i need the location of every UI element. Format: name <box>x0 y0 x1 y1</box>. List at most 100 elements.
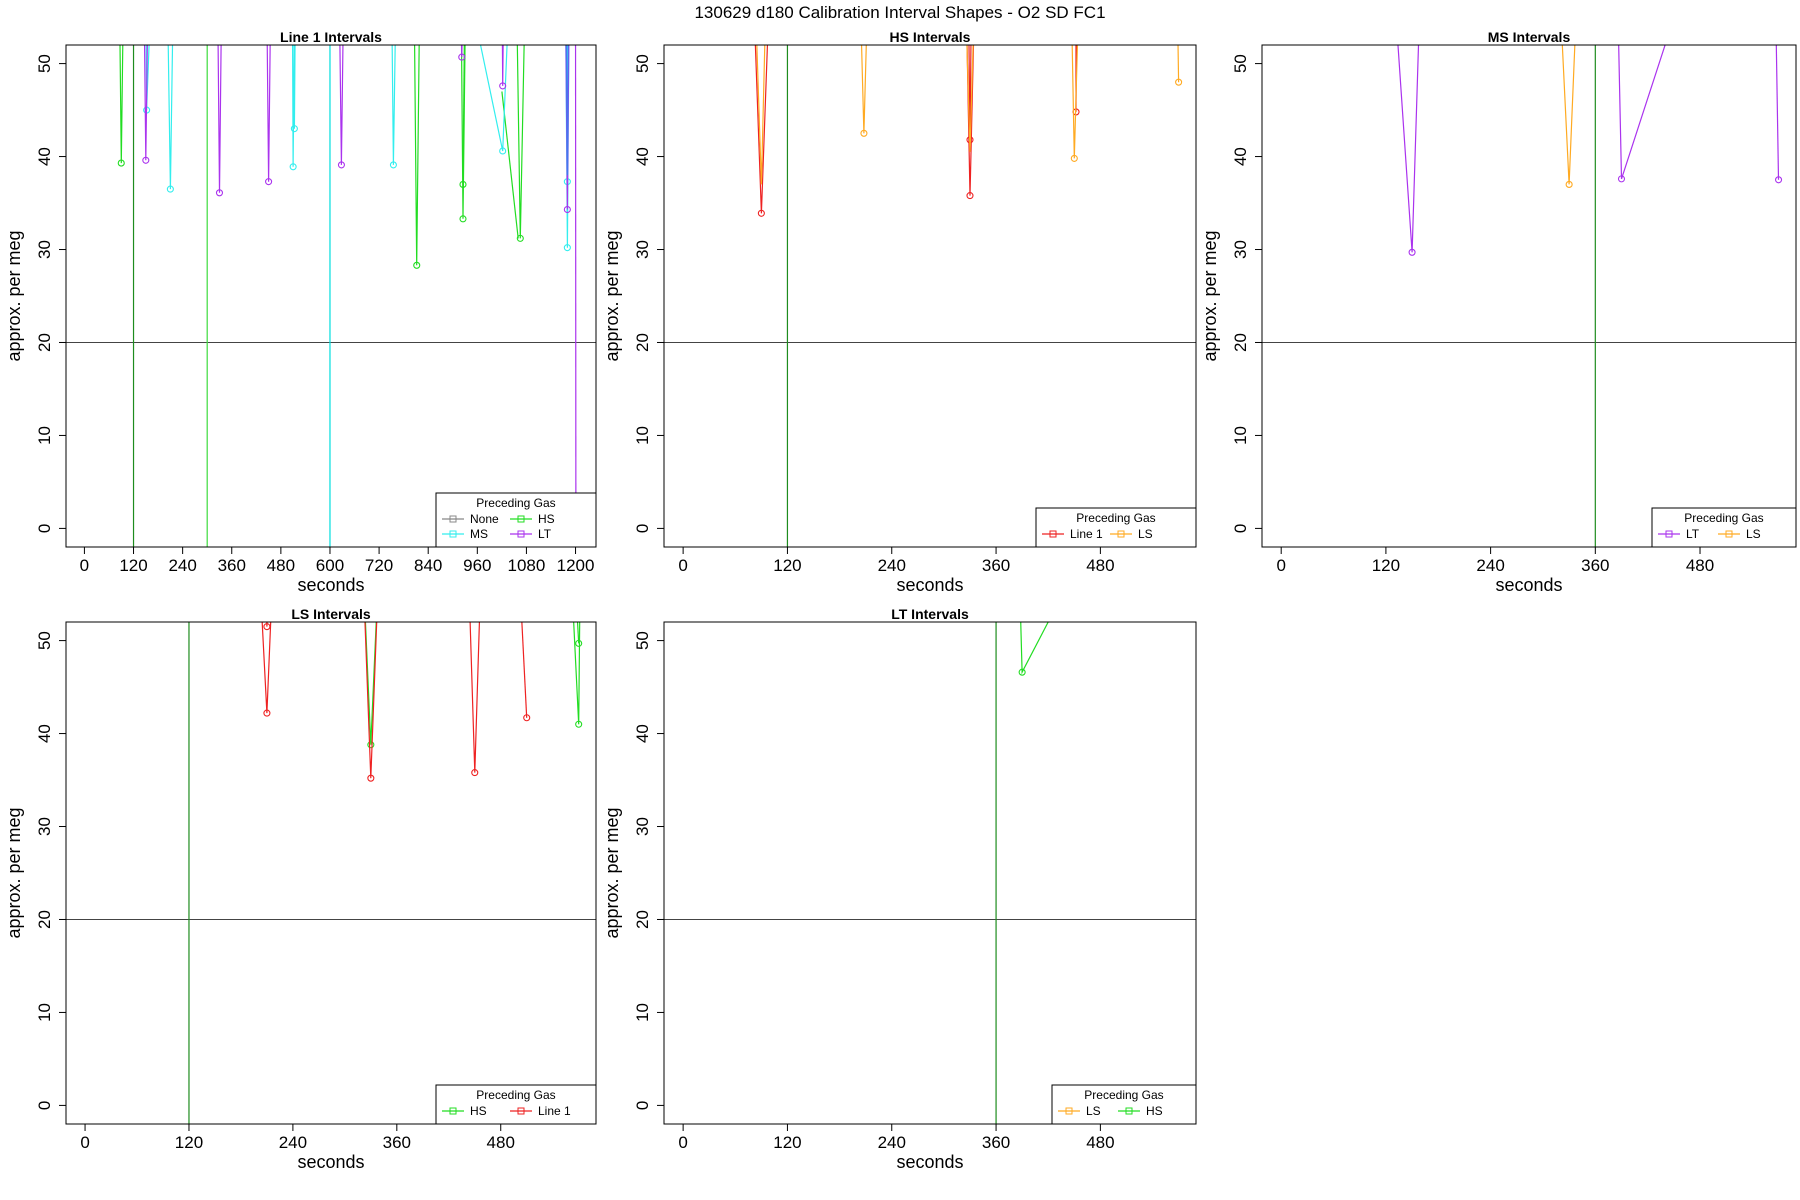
y-tick-label: 30 <box>633 240 652 259</box>
y-tick-label: 40 <box>633 147 652 166</box>
y-tick-label: 10 <box>1231 426 1250 445</box>
y-tick-label: 50 <box>633 54 652 73</box>
data-point <box>1175 78 1183 86</box>
x-tick-label: 0 <box>80 556 89 575</box>
series-lt <box>142 45 577 547</box>
data-point <box>265 178 273 186</box>
data-point <box>1070 154 1078 162</box>
data-point <box>117 159 125 167</box>
legend-box <box>435 1084 597 1125</box>
x-tick-label: 0 <box>80 1133 89 1152</box>
series-line <box>339 45 344 165</box>
data-point <box>389 161 397 169</box>
x-axis-label: seconds <box>896 1152 963 1172</box>
x-tick-label: 840 <box>414 556 442 575</box>
data-point <box>1565 180 1573 188</box>
legend-entry-label: LS <box>1086 1104 1101 1118</box>
plot-frame <box>1261 44 1797 548</box>
plot-area <box>664 45 1196 547</box>
data-point <box>263 709 271 717</box>
data-point <box>290 125 298 133</box>
series-line <box>261 622 272 714</box>
plot-area <box>66 0 596 547</box>
legend: Preceding Gas LS HS <box>1051 1084 1197 1125</box>
figure-title: 130629 d180 Calibration Interval Shapes … <box>694 3 1105 22</box>
series-line <box>1397 45 1420 253</box>
y-tick-label: 10 <box>633 426 652 445</box>
x-tick-label: 240 <box>878 1133 906 1152</box>
legend: Preceding Gas LT LS <box>1651 507 1797 548</box>
y-tick-label: 30 <box>35 817 54 836</box>
data-point <box>499 82 507 90</box>
x-tick-label: 360 <box>218 556 246 575</box>
y-tick-label: 0 <box>1231 524 1250 533</box>
series-line <box>966 45 974 152</box>
legend-swatch-marker <box>517 530 525 538</box>
legend-swatch-marker <box>1725 530 1733 538</box>
legend-box <box>1035 507 1197 548</box>
legend-entry-label: LT <box>1686 527 1700 541</box>
y-tick-label: 30 <box>1231 240 1250 259</box>
series-hs <box>117 0 525 269</box>
y-axis-label: approx. per meg <box>602 807 622 938</box>
legend-entry-label: None <box>470 512 499 526</box>
data-point <box>367 741 375 749</box>
plot-area <box>1262 45 1796 547</box>
y-tick-label: 30 <box>35 240 54 259</box>
data-point <box>263 623 271 631</box>
plot-frame <box>663 44 1197 548</box>
plot-area <box>66 622 596 1124</box>
data-point <box>458 53 466 61</box>
y-tick-label: 50 <box>35 54 54 73</box>
y-axis-label: approx. per meg <box>4 230 24 361</box>
series-line <box>521 622 528 718</box>
legend: Preceding Gas Line 1 LS <box>1035 507 1197 548</box>
series-line <box>133 0 135 17</box>
legend-entry-label: MS <box>470 527 488 541</box>
data-point <box>413 261 421 269</box>
x-tick-label: 240 <box>168 556 196 575</box>
y-tick-label: 20 <box>633 333 652 352</box>
data-point <box>757 209 765 217</box>
y-tick-label: 0 <box>633 1101 652 1110</box>
data-point <box>367 774 375 782</box>
series-line <box>143 45 148 161</box>
legend-swatch-marker <box>517 515 525 523</box>
x-tick-label: 0 <box>678 1133 687 1152</box>
panel-title: HS Intervals <box>890 29 971 45</box>
data-point <box>575 720 583 728</box>
legend-box <box>1051 1084 1197 1125</box>
data-point <box>1774 176 1783 184</box>
legend-title: Preceding Gas <box>476 496 555 510</box>
legend-title: Preceding Gas <box>476 1088 555 1102</box>
series-unlabeled <box>565 45 569 176</box>
data-point <box>860 129 868 137</box>
legend-swatch-marker <box>517 1107 525 1115</box>
series-line <box>460 45 463 58</box>
legend-entry-label: LT <box>538 527 552 541</box>
y-tick-label: 20 <box>35 910 54 929</box>
y-tick-label: 40 <box>633 724 652 743</box>
panel-title: MS Intervals <box>1488 29 1571 45</box>
x-tick-label: 120 <box>773 556 801 575</box>
x-tick-label: 600 <box>316 556 344 575</box>
series-line <box>364 622 377 745</box>
x-tick-label: 960 <box>463 556 491 575</box>
data-point <box>563 205 571 214</box>
x-axis-label: seconds <box>297 1152 364 1172</box>
x-axis-label: seconds <box>1495 575 1562 595</box>
x-tick-label: 240 <box>878 556 906 575</box>
legend-entry-label: Line 1 <box>538 1104 571 1118</box>
series-line <box>293 45 296 129</box>
data-point <box>142 156 150 164</box>
x-tick-label: 120 <box>773 1133 801 1152</box>
legend-title: Preceding Gas <box>1684 511 1763 525</box>
legend-entry-label: HS <box>538 512 555 526</box>
y-tick-label: 10 <box>633 1003 652 1022</box>
series-line <box>860 45 867 134</box>
data-point <box>337 161 345 169</box>
x-tick-label: 480 <box>267 556 295 575</box>
x-tick-label: 360 <box>1581 556 1609 575</box>
y-tick-label: 0 <box>35 524 54 533</box>
